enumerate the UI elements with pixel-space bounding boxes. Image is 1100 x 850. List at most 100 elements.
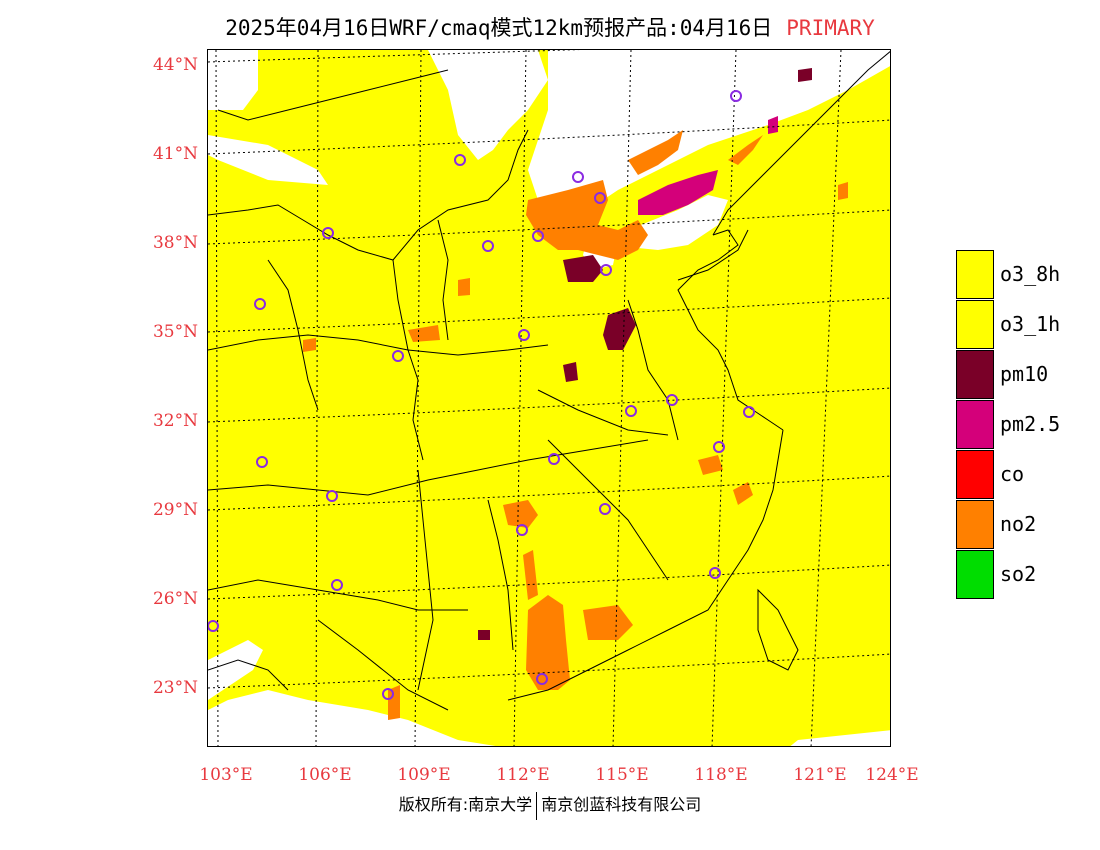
legend-item-pm25: pm2.5 [956,399,1060,449]
station-marker [326,490,338,502]
legend-label: so2 [1000,562,1037,586]
copyright: 版权所有:南京大学 南京创蓝科技有限公司 [0,791,1100,820]
no2-region-guangxi-strip [523,550,538,600]
white-region-northwest-band [208,135,328,185]
station-marker [743,406,755,418]
legend-label: o3_8h [1000,262,1061,286]
station-marker [599,503,611,515]
station-marker [709,567,721,579]
station-marker [322,227,334,239]
white-region-north-west [208,50,258,110]
title-main: 2025年04月16日WRF/cmaq模式12km预报产品:04月16日 [225,16,773,40]
lon-label-112: 112°E [496,765,550,785]
boundaries [208,51,890,711]
legend-label: pm2.5 [1000,412,1061,436]
no2-region-guangdong-central [583,605,633,640]
lat-label-26: 26°N [152,589,198,609]
pm25-region-small [768,116,778,134]
legend-item-o3-1h: o3_1h [956,299,1060,349]
station-marker [392,350,404,362]
station-marker [331,579,343,591]
station-marker [382,688,394,700]
station-marker [518,329,530,341]
station-marker [600,264,612,276]
legend-swatch [956,299,994,349]
station-marker [548,453,560,465]
legend-item-no2: no2 [956,499,1060,549]
station-marker [532,230,544,242]
lat-label-41: 41°N [152,144,198,164]
station-marker [536,673,548,685]
pm10-region-northeast-dot [798,68,812,82]
legend-swatch [956,549,994,599]
pm10-region-henan [563,362,578,382]
no2-region-jiangxi [698,455,723,475]
pm10-region-guangxi-dot [478,630,490,640]
lon-label-106: 106°E [298,765,352,785]
legend-label: pm10 [1000,362,1049,386]
copyright-divider [536,791,538,820]
map-title: 2025年04月16日WRF/cmaq模式12km预报产品:04月16日 PRIM… [0,12,1100,42]
legend-label: o3_1h [1000,312,1061,336]
station-marker [666,394,678,406]
lat-label-38: 38°N [152,233,198,253]
legend-swatch [956,449,994,499]
no2-region-hebei [526,180,648,260]
no2-region-guangdong-west [526,595,570,690]
white-region-southeast-edge [790,730,890,746]
pm10-region-shandong [603,308,636,350]
station-marker [713,441,725,453]
copyright-owner: 版权所有:南京大学 [398,795,533,814]
legend-item-co: co [956,449,1060,499]
pm10-region-shijiazhuang [563,255,603,282]
station-marker [572,171,584,183]
lon-label-103: 103°E [199,765,253,785]
legend-item-pm10: pm10 [956,349,1060,399]
station-marker [594,192,606,204]
no2-region-shaanxi [408,325,440,342]
station-marker [625,405,637,417]
no2-region-zhejiang [733,482,753,505]
station-marker [256,456,268,468]
no2-region-gansu-dots [303,338,316,352]
lon-label-118: 118°E [694,765,748,785]
legend-swatch [956,249,994,299]
station-marker [482,240,494,252]
station-marker [516,524,528,536]
no2-region-shanxi-dots [458,278,470,296]
station-marker [254,298,266,310]
legend: o3_8h o3_1h pm10 pm2.5 co no2 so2 [956,249,1060,599]
graticule [208,50,890,746]
lat-label-29: 29°N [152,500,198,520]
white-region-north-central [428,50,548,160]
no2-region-tianjin [628,130,683,175]
no2-region-taiwan-strait [838,182,848,200]
legend-label: no2 [1000,512,1037,536]
white-region-south-edge [208,690,496,746]
legend-item-o3-8h: o3_8h [956,249,1060,299]
legend-swatch [956,499,994,549]
lon-label-121: 121°E [793,765,847,785]
station-marker [730,90,742,102]
legend-swatch [956,399,994,449]
lat-label-35: 35°N [152,322,198,342]
station-marker [208,620,219,632]
no2-region-yunnan-south [388,685,400,720]
lon-label-109: 109°E [397,765,451,785]
lat-label-44: 44°N [152,55,198,75]
station-marker [454,154,466,166]
white-region-bohai [628,195,728,250]
lat-label-23: 23°N [152,678,198,698]
white-region-northeast [528,50,890,220]
legend-swatch [956,349,994,399]
map-area[interactable] [207,49,891,747]
copyright-company: 南京创蓝科技有限公司 [541,795,702,814]
lat-label-32: 32°N [152,411,198,431]
lon-label-124: 124°E [865,765,919,785]
white-region-south-west [208,640,263,700]
pollution-map [208,50,890,746]
lon-label-115: 115°E [595,765,649,785]
station-markers [208,90,755,700]
no2-region-liaoning-strip [728,135,763,165]
title-primary-tag: PRIMARY [786,16,875,40]
